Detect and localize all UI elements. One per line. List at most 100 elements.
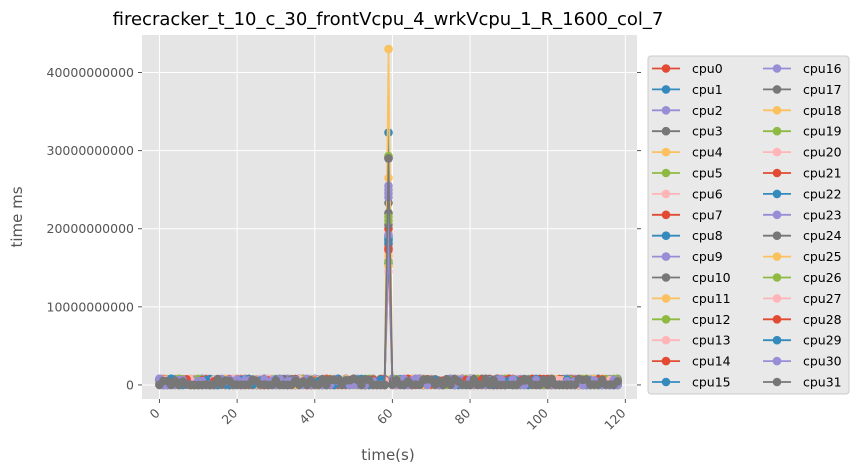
legend-item-cpu21: cpu21 (763, 166, 842, 181)
legend-item-cpu29: cpu29 (763, 333, 842, 348)
legend-item-cpu10: cpu10 (652, 270, 731, 285)
legend-marker (772, 126, 782, 136)
legend-label: cpu25 (803, 249, 842, 264)
legend-label: cpu29 (803, 333, 842, 348)
legend-marker (661, 106, 671, 115)
legend-label: cpu23 (803, 207, 842, 222)
legend-item-cpu7: cpu7 (652, 207, 723, 222)
y-tick-label: 20000000000 (47, 221, 135, 236)
legend-label: cpu19 (803, 124, 842, 139)
x-tick-label: 120 (601, 405, 629, 433)
legend-label: cpu21 (803, 166, 842, 181)
legend-label: cpu27 (803, 291, 842, 306)
legend-marker (661, 252, 671, 261)
x-tick-label: 60 (374, 405, 396, 427)
legend-label: cpu14 (692, 354, 731, 369)
legend-item-cpu31: cpu31 (763, 375, 842, 390)
y-tick-label: 0 (126, 377, 134, 392)
x-axis: 0 20 40 60 80 100 120 (147, 399, 629, 433)
legend-item-cpu18: cpu18 (763, 103, 842, 118)
legend-marker (772, 356, 782, 366)
legend-marker (661, 315, 671, 324)
legend-item-cpu6: cpu6 (652, 186, 723, 201)
legend-item-cpu27: cpu27 (763, 291, 842, 306)
legend-marker (661, 168, 671, 178)
data-point (380, 380, 389, 390)
legend-label: cpu11 (692, 291, 731, 306)
legend-label: cpu26 (803, 270, 842, 285)
legend-item-cpu22: cpu22 (763, 186, 842, 201)
legend-marker (772, 210, 782, 220)
legend-marker (661, 147, 671, 157)
legend-label: cpu13 (692, 333, 731, 348)
legend-marker (772, 147, 782, 157)
y-tick-label: 30000000000 (47, 143, 135, 158)
legend: cpu0 cpu1 cpu2 cpu3 cpu4 cpu5 cpu6 cpu7 cpu8 cpu9… (647, 55, 850, 395)
legend-item-cpu3: cpu3 (652, 124, 723, 139)
legend-item-cpu19: cpu19 (763, 124, 842, 139)
legend-marker (772, 85, 782, 94)
legend-marker (661, 210, 671, 220)
legend-label: cpu8 (692, 228, 723, 243)
legend-label: cpu5 (692, 166, 723, 181)
legend-item-cpu11: cpu11 (652, 291, 731, 306)
chart-title: firecracker_t_10_c_30_frontVcpu_4_wrkVcp… (113, 9, 664, 30)
legend-item-cpu2: cpu2 (652, 103, 723, 118)
data-point (384, 154, 393, 163)
legend-label: cpu31 (803, 375, 842, 390)
legend-marker (661, 377, 671, 387)
legend-item-cpu25: cpu25 (763, 249, 842, 264)
legend-item-cpu13: cpu13 (652, 333, 731, 348)
legend-label: cpu12 (692, 312, 731, 327)
legend-item-cpu9: cpu9 (652, 249, 723, 264)
series-cpu31 (155, 154, 622, 390)
y-axis-label: time ms (8, 186, 26, 247)
legend-marker (772, 231, 782, 240)
legend-label: cpu3 (692, 124, 723, 139)
legend-marker (661, 64, 671, 73)
legend-marker (661, 126, 671, 136)
legend-marker (661, 335, 671, 345)
x-axis-label: time(s) (361, 446, 414, 464)
legend-marker (772, 64, 782, 73)
legend-label: cpu18 (803, 103, 842, 118)
legend-label: cpu10 (692, 270, 731, 285)
y-tick-label: 10000000000 (47, 299, 135, 314)
legend-label: cpu4 (692, 145, 723, 160)
y-tick-label: 40000000000 (47, 65, 135, 80)
legend-item-cpu0: cpu0 (652, 61, 723, 76)
legend-label: cpu9 (692, 249, 723, 264)
legend-label: cpu20 (803, 145, 842, 160)
legend-item-cpu20: cpu20 (763, 145, 842, 160)
legend-item-cpu14: cpu14 (652, 354, 731, 369)
x-tick-label: 0 (147, 405, 163, 421)
legend-marker (661, 85, 671, 94)
data-point (384, 44, 393, 54)
legend-marker (772, 335, 782, 345)
legend-marker (772, 106, 782, 115)
legend-item-cpu12: cpu12 (652, 312, 731, 327)
legend-marker (661, 356, 671, 366)
legend-item-cpu17: cpu17 (763, 82, 842, 97)
legend-label: cpu16 (803, 61, 842, 76)
data-point (384, 128, 393, 137)
data-point (613, 377, 622, 386)
legend-item-cpu15: cpu15 (652, 375, 731, 390)
legend-marker (772, 252, 782, 261)
legend-label: cpu1 (692, 82, 723, 97)
legend-marker (772, 189, 782, 199)
series-layer (155, 44, 622, 390)
legend-label: cpu22 (803, 186, 842, 201)
legend-label: cpu6 (692, 186, 723, 201)
x-tick-label: 80 (451, 405, 473, 427)
legend-marker (661, 294, 671, 303)
legend-item-cpu1: cpu1 (652, 82, 723, 97)
x-tick-label: 20 (219, 405, 241, 427)
legend-marker (661, 231, 671, 240)
legend-item-cpu5: cpu5 (652, 166, 723, 181)
y-axis: 0 10000000000 20000000000 30000000000 400000… (47, 65, 641, 392)
legend-marker (772, 294, 782, 303)
legend-label: cpu28 (803, 312, 842, 327)
legend-marker (772, 315, 782, 324)
